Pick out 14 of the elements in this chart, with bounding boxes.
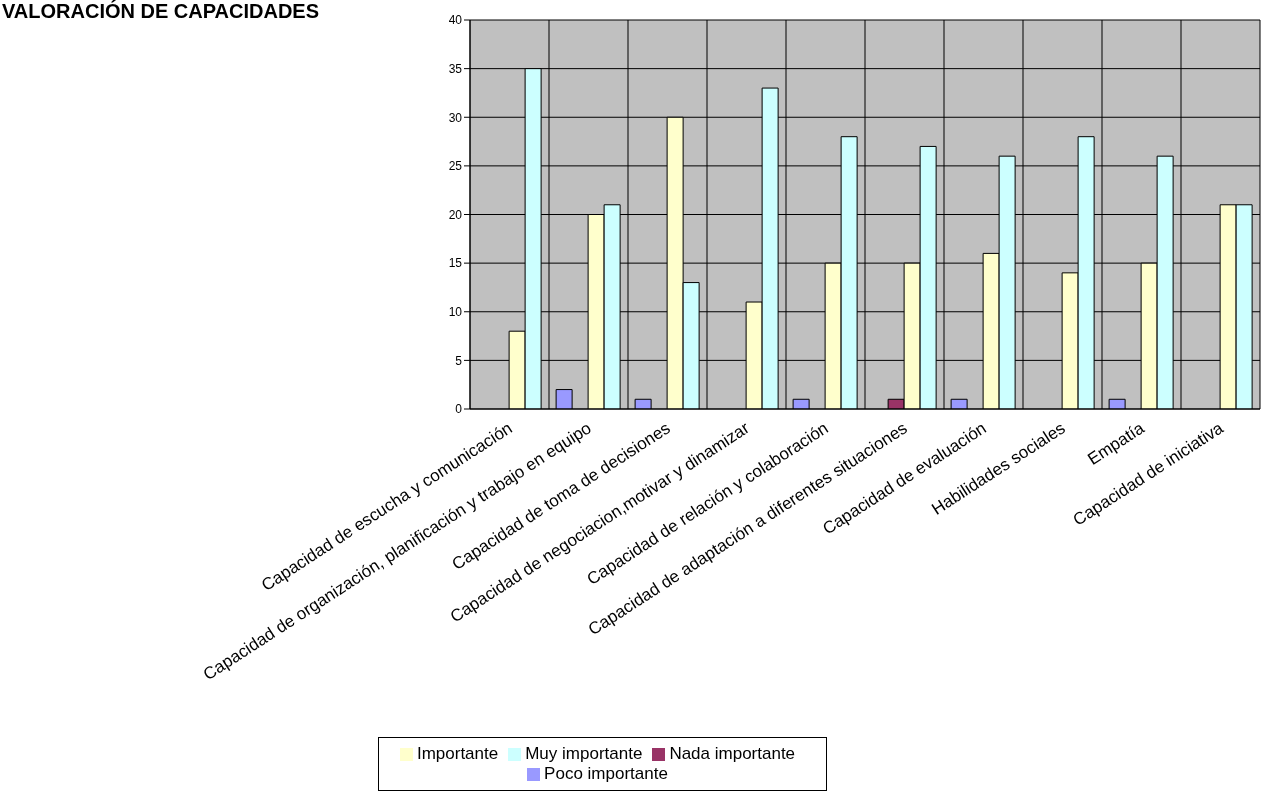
y-tick-label: 0 bbox=[455, 402, 463, 417]
y-tick-label: 15 bbox=[448, 256, 463, 271]
y-tick-label: 10 bbox=[448, 305, 463, 320]
y-tick-label: 35 bbox=[448, 61, 463, 76]
text: VALORACIÓN DE CAPACIDADES bbox=[2, 0, 320, 23]
y-tick-label: 30 bbox=[448, 110, 463, 125]
y-tick-label: 40 bbox=[448, 13, 463, 28]
y-tick-label: 20 bbox=[448, 207, 463, 222]
legend-label: Importante bbox=[416, 744, 499, 763]
legend-label: Poco importante bbox=[544, 764, 668, 783]
legend-label: Nada importante bbox=[669, 744, 796, 763]
legend-label: Muy importante bbox=[525, 744, 643, 763]
y-tick-label: 25 bbox=[448, 159, 463, 174]
y-tick-label: 5 bbox=[455, 353, 463, 368]
